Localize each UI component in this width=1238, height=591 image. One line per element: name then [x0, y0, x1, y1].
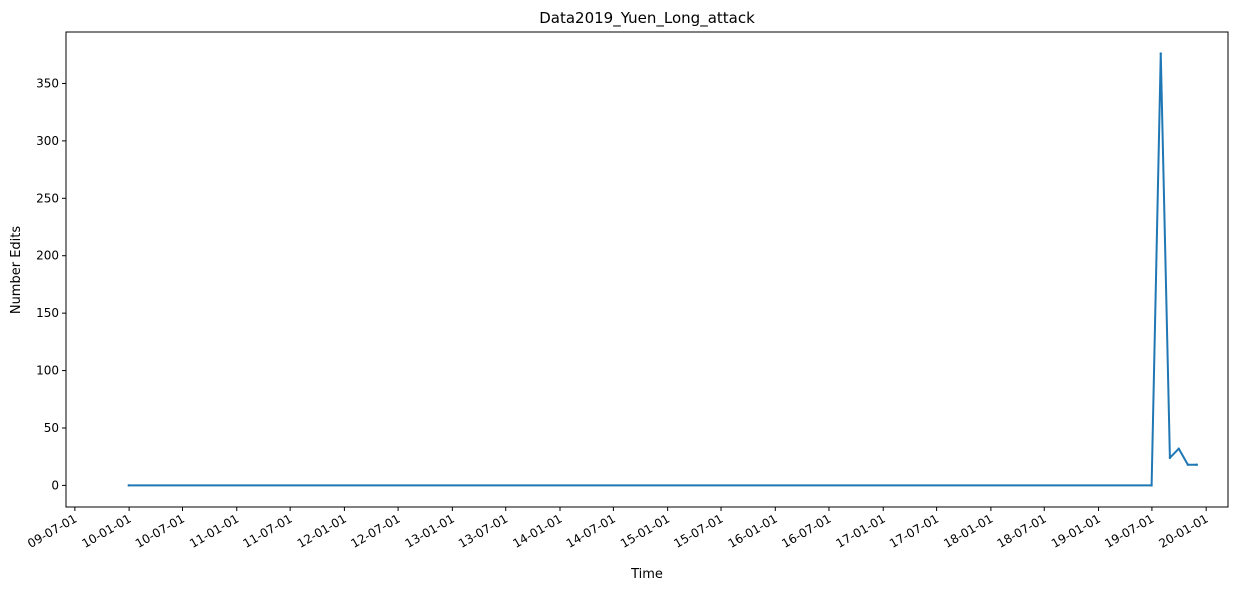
x-tick-label: 10-01-01 [79, 511, 133, 550]
x-tick-label: 09-07-01 [25, 511, 79, 550]
data-point [127, 484, 131, 487]
x-tick-label: 13-07-01 [456, 511, 510, 550]
data-point [1177, 447, 1180, 450]
x-tick-label: 14-07-01 [564, 511, 618, 550]
x-tick-label: 15-07-01 [671, 511, 725, 550]
data-point [1195, 463, 1198, 466]
y-tick-label: 0 [51, 478, 59, 492]
y-tick-label: 250 [36, 191, 59, 205]
chart-title: Data2019_Yuen_Long_attack [539, 9, 755, 28]
y-tick-label: 100 [36, 364, 59, 378]
axes-frame [65, 31, 1229, 508]
y-tick-label: 350 [36, 76, 59, 90]
x-axis-label: Time [630, 567, 663, 582]
y-tick-label: 300 [36, 134, 59, 148]
data-point [1150, 484, 1153, 487]
data-point [1186, 463, 1190, 466]
x-tick-label: 18-07-01 [995, 511, 1049, 550]
y-axis-label: Number Edits [9, 226, 24, 315]
x-tick-label: 12-07-01 [348, 511, 402, 550]
data-point [1159, 52, 1162, 55]
x-tick-label: 14-01-01 [510, 511, 564, 550]
y-tick-label: 200 [36, 249, 59, 263]
y-tick-label: 150 [36, 306, 59, 320]
x-tick-label: 17-01-01 [834, 511, 888, 550]
x-tick-label: 10-07-01 [133, 511, 187, 550]
x-tick-label: 16-01-01 [726, 511, 780, 550]
series-line [127, 52, 1198, 487]
plot-area [127, 52, 1198, 487]
x-tick-label: 12-01-01 [295, 511, 349, 550]
x-tick-label: 17-07-01 [887, 511, 941, 550]
x-tick-label: 19-01-01 [1049, 511, 1103, 550]
x-tick-label: 20-01-01 [1157, 511, 1211, 550]
x-tick-label: 18-01-01 [941, 511, 995, 550]
y-tick-label: 50 [44, 421, 59, 435]
x-tick-label: 15-01-01 [618, 511, 672, 550]
x-tick-label: 19-07-01 [1102, 511, 1156, 550]
x-axis-ticks: 09-07-01 10-01-01 10-07-01 11-01-01 11-07-01… [25, 507, 1211, 551]
data-point [1168, 456, 1172, 460]
y-axis-ticks: 0 50 100 150 200 250 300 350 [36, 76, 66, 492]
x-tick-label: 11-01-01 [187, 511, 241, 550]
x-tick-label: 13-01-01 [403, 511, 457, 550]
x-tick-label: 11-07-01 [240, 511, 294, 550]
x-tick-label: 16-07-01 [779, 511, 833, 550]
